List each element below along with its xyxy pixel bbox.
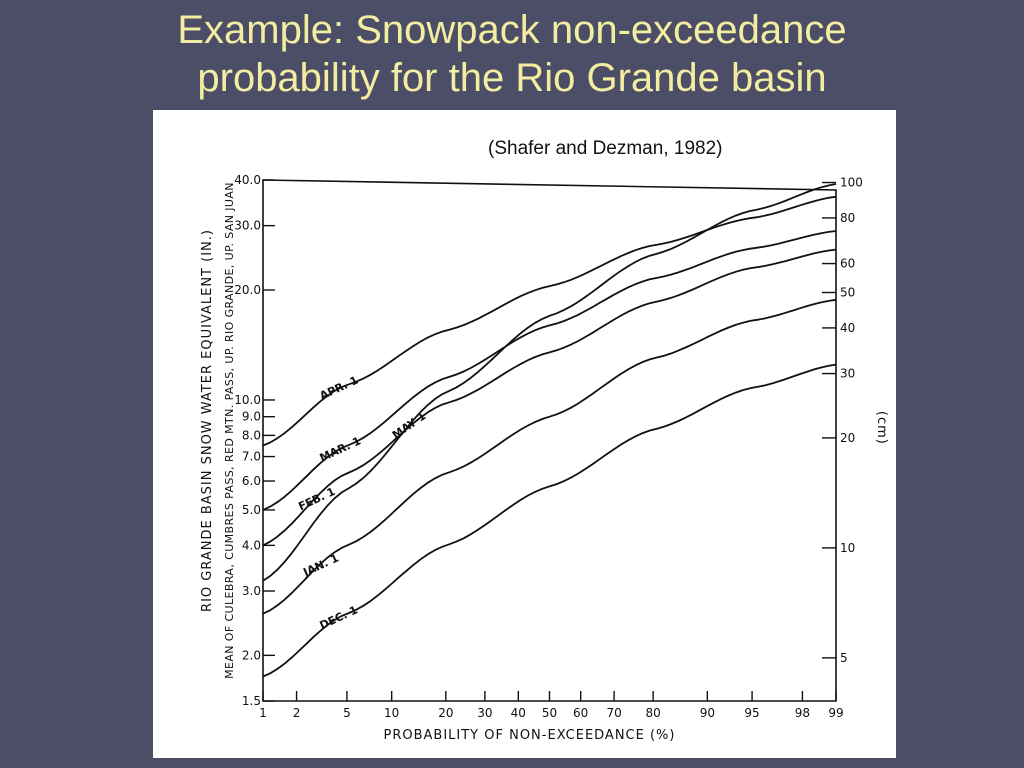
y2-tick-label: 60 — [840, 257, 855, 271]
series-line-feb-1 — [262, 248, 837, 547]
x-tick-label: 5 — [343, 706, 351, 720]
citation: (Shafer and Dezman, 1982) — [488, 138, 723, 159]
series-line-may-1 — [262, 183, 837, 582]
y-tick-label: 6.0 — [242, 474, 261, 488]
x-tick-label: 90 — [700, 706, 715, 720]
x-axis-title: PROBABILITY OF NON-EXCEEDANCE (%) — [384, 728, 676, 743]
x-tick-label: 95 — [744, 706, 759, 720]
series-line-mar-1 — [262, 230, 837, 511]
y2-tick-label: 10 — [840, 541, 855, 555]
y-tick-label: 30.0 — [234, 219, 261, 233]
y-tick-label: 2.0 — [242, 648, 261, 662]
x-tick-label: 10 — [384, 706, 399, 720]
y-tick-label: 20.0 — [234, 283, 261, 297]
y2-tick-label: 5 — [840, 651, 848, 665]
y-tick-label: 1.5 — [242, 694, 261, 708]
y-axis-title: RIO GRANDE BASIN SNOW WATER EQUIVALENT (… — [200, 229, 215, 612]
series-label-mar-1: MAR. 1 — [318, 434, 363, 464]
y2-axis-title: (cm) — [874, 411, 889, 445]
y-tick-label: 9.0 — [242, 410, 261, 424]
x-tick-label: 60 — [573, 706, 588, 720]
series-line-jan-1 — [262, 298, 837, 615]
y-tick-label: 8.0 — [242, 428, 261, 442]
chart-figure: 1 2 5 10 20 30 40 50 60 70 80 90 95 98 99 1.5 2.0 3.0 4.0 5… — [153, 110, 896, 758]
series-label-may-1: MAY 1 — [390, 409, 428, 441]
x-tick-label: 70 — [606, 706, 621, 720]
y-tick-label: 7.0 — [242, 450, 261, 464]
y-axis-subtitle: MEAN OF CULEBRA, CUMBRES PASS, RED MTN. … — [223, 182, 236, 679]
series-line-dec-1 — [262, 363, 837, 678]
y2-tick-label: 80 — [840, 211, 855, 225]
series-label-feb-1: FEB. 1 — [296, 485, 337, 513]
x-tick-label: 80 — [646, 706, 661, 720]
y2-tick-label: 50 — [840, 286, 855, 300]
y2-tick-label: 20 — [840, 431, 855, 445]
y2-tick-label: 30 — [840, 367, 855, 381]
x-tick-label: 40 — [511, 706, 526, 720]
slide-title-line-1: Example: Snowpack non-exceedance — [177, 8, 847, 52]
y-tick-label: 10.0 — [234, 393, 261, 407]
x-tick-label: 2 — [293, 706, 301, 720]
y-tick-label: 4.0 — [242, 538, 261, 552]
slide-title-line-2: probability for the Rio Grande basin — [197, 56, 827, 100]
series-label-jan-1: JAN. 1 — [300, 551, 340, 579]
x-tick-label: 1 — [259, 706, 267, 720]
x-tick-label: 20 — [438, 706, 453, 720]
y-tick-label: 3.0 — [242, 584, 261, 598]
x-tick-label: 99 — [828, 706, 843, 720]
x-tick-label: 50 — [542, 706, 557, 720]
x-tick-label: 30 — [477, 706, 492, 720]
y2-tick-label: 100 — [840, 176, 863, 190]
y2-tick-label: 40 — [840, 321, 855, 335]
y-tick-label: 5.0 — [242, 503, 261, 517]
y-tick-label: 40.0 — [234, 173, 261, 187]
series-label-dec-1: DEC. 1 — [318, 603, 360, 632]
x-tick-label: 98 — [795, 706, 810, 720]
series-label-apr-1: APR. 1 — [318, 374, 361, 403]
chart-svg: 1 2 5 10 20 30 40 50 60 70 80 90 95 98 99 1.5 2.0 3.0 4.0 5… — [200, 173, 889, 743]
slide-title: Example: Snowpack non-exceedance probabi… — [0, 6, 1024, 102]
series-line-apr-1 — [262, 195, 837, 447]
